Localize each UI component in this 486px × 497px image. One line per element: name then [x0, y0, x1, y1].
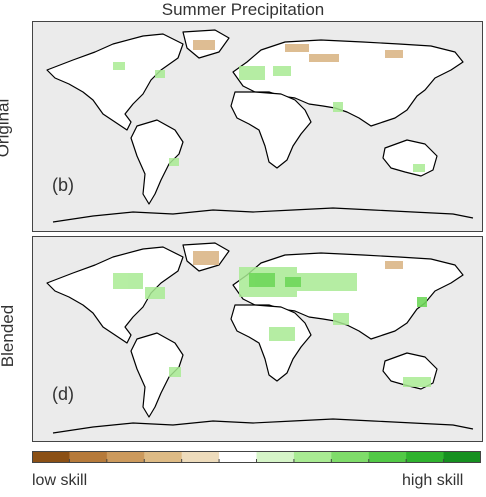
- north-america-land: [46, 33, 184, 131]
- figure-title: Summer Precipitation: [161, 0, 325, 19]
- antarctica-coast: [52, 418, 474, 434]
- north-america-land: [46, 246, 184, 344]
- row-label-blended: Blended: [0, 304, 18, 368]
- colorbar-swatch: [181, 451, 220, 463]
- colorbar-swatch: [293, 451, 332, 463]
- colorbar-low-label: low skill: [32, 472, 88, 489]
- world-map-original: [33, 22, 482, 231]
- panel-tag-d: (d): [52, 384, 74, 404]
- colorbar-swatch: [331, 451, 370, 463]
- skill-dry-cells: [193, 251, 403, 269]
- africa-land: [230, 91, 312, 169]
- colorbar-swatch: [219, 451, 257, 463]
- row-label-original: Original: [0, 98, 13, 158]
- map-panel-original: [32, 21, 483, 232]
- south-america-land: [130, 332, 184, 418]
- colorbar-swatch: [256, 451, 295, 463]
- world-map-blended: [33, 237, 482, 441]
- colorbar-swatch: [32, 451, 70, 463]
- colorbar-swatch: [144, 451, 183, 463]
- colorbar-swatch: [106, 451, 145, 463]
- antarctica-coast: [52, 207, 474, 223]
- colorbar-swatch: [69, 451, 108, 463]
- map-panel-blended: [32, 236, 483, 442]
- colorbar-swatch: [368, 451, 407, 463]
- panel-tag-b: (b): [52, 175, 74, 195]
- colorbar-high-label: high skill: [402, 472, 464, 489]
- colorbar-swatch: [406, 451, 445, 463]
- europe-asia-land: [232, 39, 464, 127]
- skill-dry-cells: [193, 40, 403, 62]
- colorbar-swatch: [443, 451, 481, 463]
- south-america-land: [130, 119, 184, 205]
- skill-wet-strong-cells: [249, 273, 427, 307]
- colorbar: [32, 451, 481, 463]
- skill-wet-cells: [113, 62, 425, 172]
- africa-land: [230, 304, 312, 382]
